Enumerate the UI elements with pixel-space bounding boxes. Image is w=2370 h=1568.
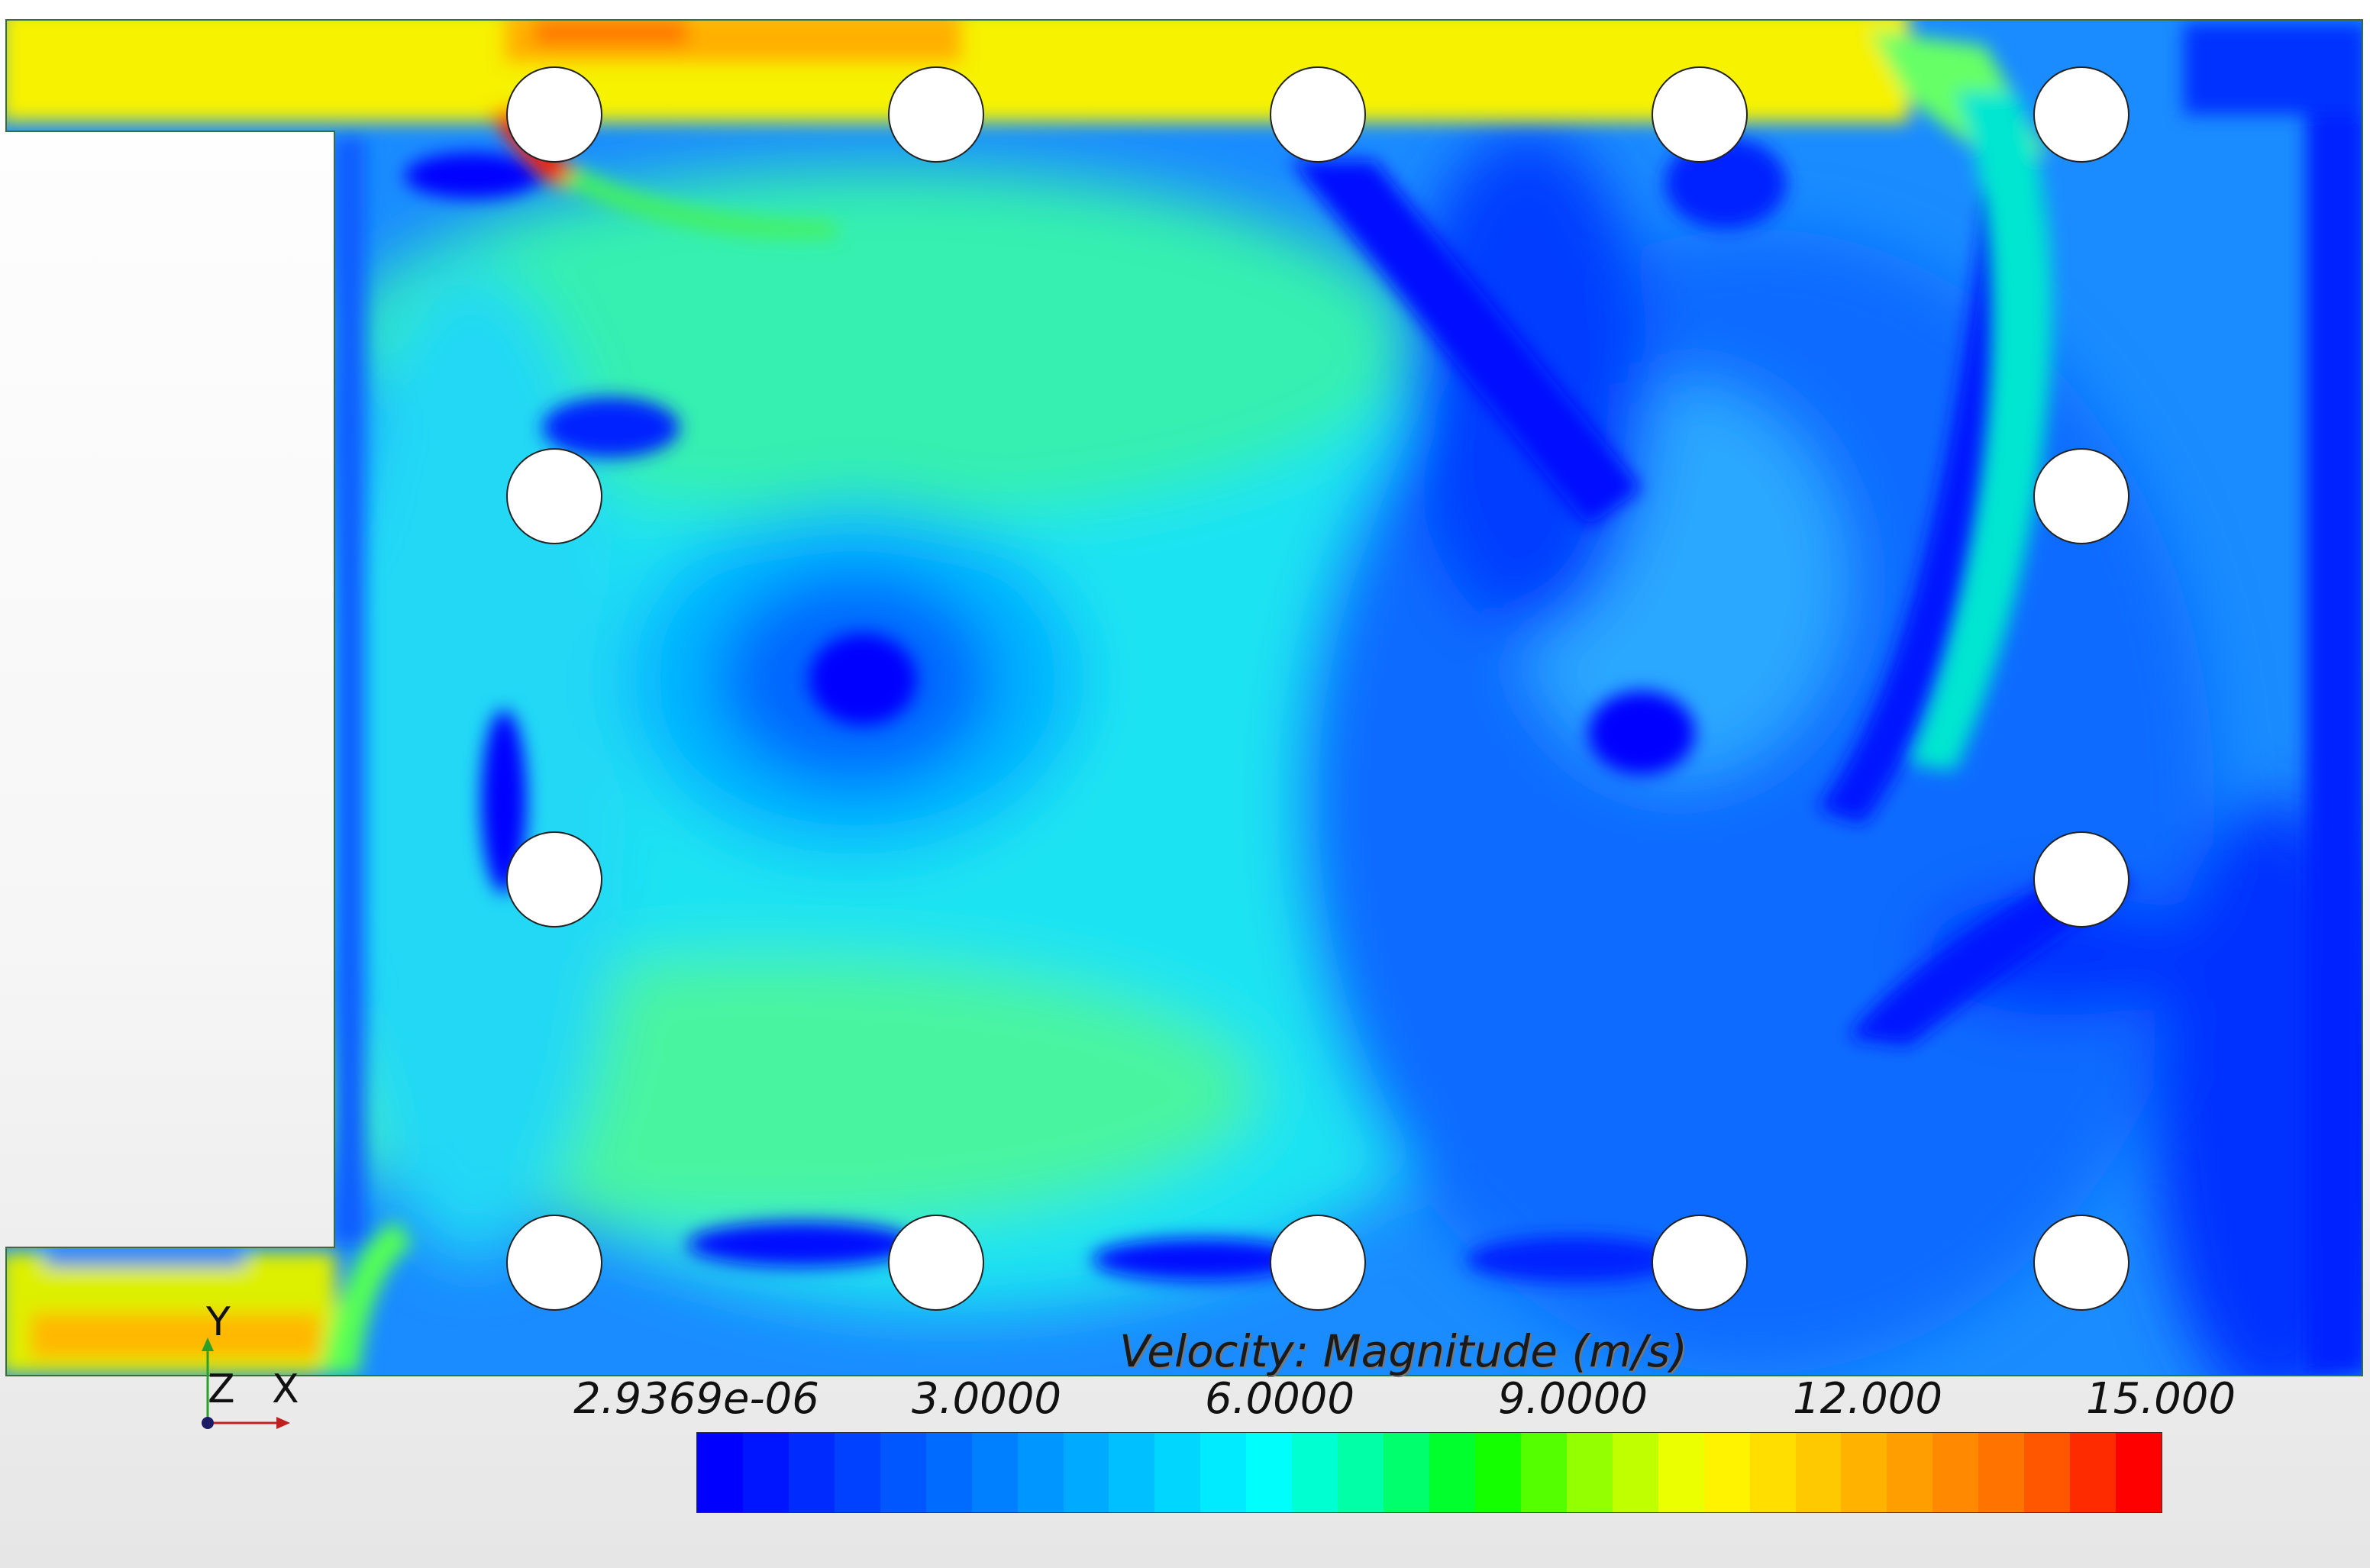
field-wake-bottom-2 (1092, 1238, 1306, 1281)
colorbar-step (1566, 1433, 1613, 1512)
colorbar-step (1154, 1433, 1201, 1512)
colorbar-step (1978, 1433, 2025, 1512)
colorbar-tick-label: 2.9369e-06 (573, 1374, 819, 1424)
colorbar-tick-label: 6.0000 (1205, 1374, 1355, 1424)
colorbar (696, 1432, 2162, 1513)
triad-x-arrow (276, 1417, 290, 1429)
field-left-wall (334, 137, 365, 1244)
field-core-deep-2 (1588, 691, 1695, 775)
colorbar-step (1841, 1433, 1887, 1512)
colorbar-step (1932, 1433, 1979, 1512)
colorbar-step (788, 1433, 835, 1512)
colorbar-title: Velocity: Magnitude (m/s) (1119, 1325, 1687, 1377)
colorbar-step (1292, 1433, 1338, 1512)
jet-bottom-rise (321, 1221, 412, 1374)
field-wake-top-left (405, 153, 542, 198)
field-top-right (2184, 23, 2362, 115)
colorbar-tick-label: 3.0000 (912, 1374, 1061, 1424)
obstacle (1270, 66, 1366, 163)
obstacle (1270, 1215, 1366, 1311)
axes-triad (202, 1337, 290, 1429)
colorbar-step (1017, 1433, 1064, 1512)
jet-return-right (1909, 92, 2052, 771)
field-wake-mid-left (542, 397, 680, 458)
obstacle (2033, 66, 2129, 163)
triad-y-label: Y (206, 1299, 231, 1345)
colorbar-step (1063, 1433, 1109, 1512)
obstacle (506, 831, 602, 928)
colorbar-step (1658, 1433, 1704, 1512)
colorbar-step (1612, 1433, 1658, 1512)
obstacle (506, 448, 602, 544)
colorbar-tick-label: 15.000 (2086, 1374, 2236, 1424)
colorbar-step (742, 1433, 789, 1512)
field-right-wall (2306, 23, 2362, 1374)
colorbar-tick-label: 12.000 (1793, 1374, 1942, 1424)
obstacles (506, 66, 2129, 1311)
colorbar-step (1749, 1433, 1796, 1512)
field-core-deep (809, 634, 916, 725)
colorbar-step (1384, 1433, 1429, 1512)
obstacle (1652, 66, 1748, 163)
jet-top-deep-orange (534, 20, 687, 46)
colorbar-step (1338, 1433, 1384, 1512)
colorbar-step (1109, 1433, 1155, 1512)
obstacle (888, 1215, 984, 1311)
obstacle (2033, 831, 2129, 928)
colorbar-step (1520, 1433, 1567, 1512)
colorbar-step (1795, 1433, 1842, 1512)
colorbar-step (2024, 1433, 2071, 1512)
field-wake-right-arc (1817, 191, 2031, 824)
field-wake-diagonal (1290, 160, 1642, 527)
triad-origin (202, 1417, 214, 1429)
colorbar-step (834, 1433, 880, 1512)
colorbar-tick-label: 9.0000 (1498, 1374, 1648, 1424)
colorbar-step (2116, 1433, 2162, 1512)
field-wake-bottom-1 (687, 1221, 916, 1267)
colorbar-step (1474, 1433, 1521, 1512)
colorbar-step (697, 1433, 743, 1512)
colorbar-step (1429, 1433, 1475, 1512)
jet-bottom-orange (31, 1313, 321, 1359)
colorbar-step (1246, 1433, 1293, 1512)
colorbar-step (2070, 1433, 2117, 1512)
obstacle (2033, 448, 2129, 544)
velocity-contour-field (6, 20, 2362, 1376)
colorbar-step (1200, 1433, 1247, 1512)
obstacle (1652, 1215, 1748, 1311)
obstacle (506, 66, 602, 163)
field-wake-left-mid (481, 710, 527, 893)
domain-outline (5, 19, 2363, 1376)
obstacle (2033, 1215, 2129, 1311)
jet-bottom-blue-strip (46, 1253, 244, 1266)
triad-x-label: X (272, 1366, 299, 1412)
triad-z-label: Z (208, 1366, 235, 1412)
colorbar-step (880, 1433, 926, 1512)
colorbar-step (1887, 1433, 1933, 1512)
field-wake-bottom-3 (1466, 1237, 1680, 1282)
colorbar-step (971, 1433, 1018, 1512)
colorbar-step (1703, 1433, 1750, 1512)
obstacle (506, 1215, 602, 1311)
obstacle (888, 66, 984, 163)
jet-shear-green (557, 168, 840, 239)
triad-y-arrow (202, 1337, 214, 1351)
colorbar-step (925, 1433, 972, 1512)
